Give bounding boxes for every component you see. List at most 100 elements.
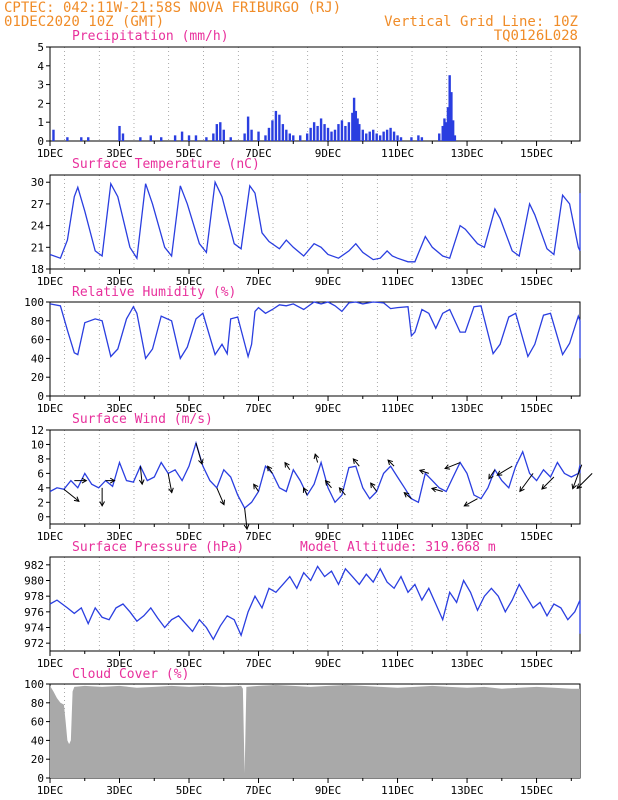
precip-bar [229, 137, 232, 141]
humidity-xtick-label: 11DEC [381, 402, 414, 415]
wind-xtick-label: 3DEC [106, 530, 133, 543]
cloud-xtick-label: 5DEC [176, 784, 203, 797]
cloud-ytick-label: 60 [31, 716, 44, 729]
cloud-ytick-label: 80 [31, 697, 44, 710]
temp-frame [49, 174, 581, 270]
precip-bar [330, 131, 333, 141]
precip-bar [243, 133, 246, 141]
precip-ytick-label: 3 [37, 79, 44, 92]
precip-ytick-label: 0 [37, 135, 44, 148]
humidity-ytick-label: 100 [24, 296, 44, 309]
wind-vector [370, 482, 378, 492]
cloud-xtick-label: 11DEC [381, 784, 414, 797]
wind-vector-head [99, 501, 105, 507]
temp-ytick-label: 21 [31, 241, 44, 254]
wind-vector-head [463, 501, 470, 507]
pressure-xtick-label: 9DEC [315, 657, 342, 670]
temp-xtick-label: 13DEC [450, 275, 483, 288]
cloud-xtick-label: 9DEC [315, 784, 342, 797]
wind-vector-head [541, 484, 547, 490]
precip-ytick-label: 5 [37, 41, 44, 54]
humidity-title: Relative Humidity (%) [72, 285, 236, 300]
temp-title: Surface Temperature (nC) [72, 157, 260, 172]
humidity-xtick-label: 13DEC [450, 402, 483, 415]
precip-bar [285, 129, 288, 141]
precip-bar [246, 116, 250, 141]
wind-ytick-label: 10 [31, 438, 44, 451]
wind-vector-head [430, 486, 437, 493]
temp-xtick-label: 9DEC [315, 275, 342, 288]
precip-bar [264, 135, 267, 141]
wind-vector [444, 462, 461, 470]
wind-vector-head [571, 483, 577, 490]
cloud-panel: 0 20 40 60 80 100 1DEC 3DEC 5DEC 7DEC 9DEC 11DEC 13D… [24, 678, 581, 797]
precip-xtick-label: 7DEC [245, 147, 272, 160]
wind-vector-head [403, 492, 410, 498]
precip-bar [292, 135, 295, 141]
precip-bar [288, 133, 292, 141]
pressure-series-line [49, 565, 581, 641]
precip-panel: 0 1 2 3 4 5 1DEC 3DEC 5DEC 7DEC 9DEC 11DEC 13DEC 15DE… [37, 41, 581, 160]
precip-bar [149, 135, 152, 141]
cloud-ytick-label: 20 [31, 753, 44, 766]
precip-title: Precipitation (mm/h) [72, 29, 229, 44]
precip-bar [399, 137, 403, 141]
precip-bar [441, 125, 444, 141]
wind-vector [403, 492, 412, 500]
wind-vector [419, 469, 429, 474]
pressure-xtick-label: 7DEC [245, 657, 272, 670]
cloud-title: Cloud Cover (%) [72, 667, 189, 682]
precip-bar [222, 129, 225, 141]
header-date: 01DEC2020 10Z (GMT) [4, 14, 164, 30]
precip-bar [410, 137, 413, 141]
pressure-ytick-label: 976 [24, 606, 44, 619]
temp-ytick-label: 27 [31, 198, 44, 211]
humidity-xtick-label: 7DEC [245, 402, 272, 415]
wind-vector [464, 498, 478, 507]
wind-xtick-label: 9DEC [315, 530, 342, 543]
wind-vector [576, 473, 593, 489]
precip-bar [52, 129, 55, 141]
humidity-panel: 0 20 40 60 80 100 1DEC 3DEC 5DEC 7DEC 9DEC 11DEC 13D… [24, 296, 581, 415]
temp-series-line [49, 179, 581, 263]
precip-ytick-label: 2 [37, 97, 44, 110]
wind-vector [167, 473, 173, 493]
pressure-xtick-label: 11DEC [381, 657, 414, 670]
wind-vector-head [219, 499, 225, 506]
precip-bar [372, 129, 375, 141]
temp-xtick-label: 11DEC [381, 275, 414, 288]
humidity-frame [49, 301, 581, 397]
wind-ytick-label: 8 [37, 453, 44, 466]
pressure-title: Surface Pressure (hPa) [72, 540, 244, 555]
wind-vector [216, 487, 225, 505]
precip-bar [365, 133, 368, 141]
precip-bar [337, 124, 340, 141]
cloud-ytick-label: 0 [37, 772, 44, 785]
wind-ytick-label: 12 [31, 424, 44, 437]
precip-bar [392, 131, 396, 141]
precip-bar [347, 122, 351, 141]
precip-bar [215, 124, 219, 141]
wind-vector-head [519, 486, 525, 493]
temp-ytick-label: 24 [31, 220, 45, 233]
wind-vector [352, 458, 360, 467]
wind-ytick-label: 6 [37, 467, 44, 480]
precip-bar [160, 137, 163, 141]
wind-vector [139, 466, 143, 485]
precip-bar [323, 124, 326, 141]
cloud-cover-area [50, 684, 580, 778]
wind-vector [195, 442, 203, 465]
precip-bar [194, 135, 198, 141]
humidity-ytick-label: 20 [31, 371, 44, 384]
wind-vector [267, 465, 273, 474]
header-grid-line: Vertical Grid Line: 10Z [384, 14, 578, 30]
wind-vector [431, 487, 443, 492]
precip-xtick-label: 9DEC [315, 147, 342, 160]
precip-bar [278, 114, 281, 141]
cloud-xtick-label: 13DEC [450, 784, 483, 797]
cloud-xtick-label: 3DEC [106, 784, 133, 797]
precip-bar [180, 131, 184, 141]
precip-bar [326, 127, 330, 141]
